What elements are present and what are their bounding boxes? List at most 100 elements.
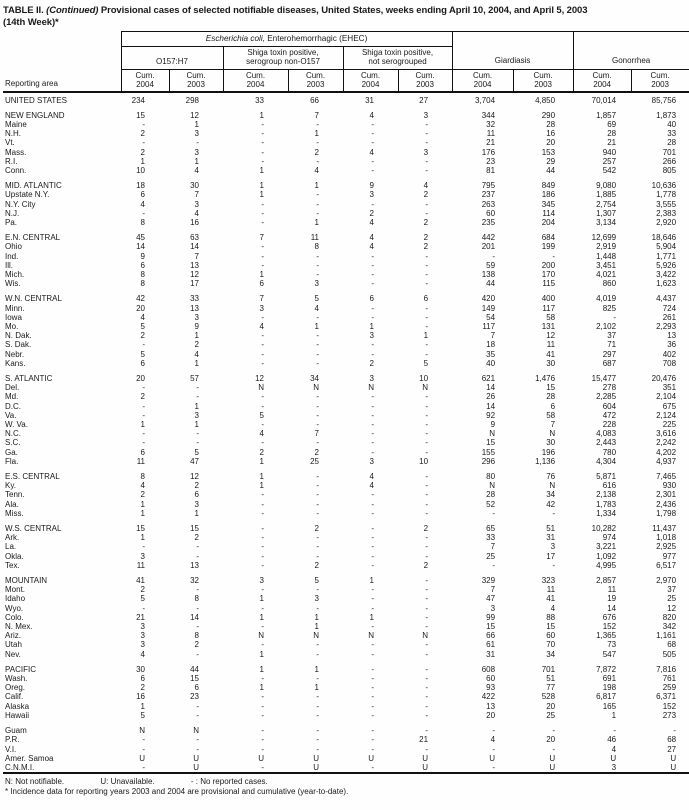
value-cell: 44 [190, 664, 199, 674]
value-cell: 4,850 [535, 95, 556, 105]
value-cell: 131 [541, 321, 556, 331]
value-cell: - [316, 508, 319, 518]
value-cell: 58 [546, 312, 556, 322]
value-cell: - [261, 129, 264, 139]
value-cell: - [196, 542, 199, 552]
value-cell: 3,704 [475, 95, 496, 105]
value-cell: - [425, 138, 429, 148]
value-cell: 70,014 [591, 95, 617, 105]
value-cell: 15 [486, 438, 496, 448]
value-cell: - [316, 312, 319, 322]
value-cell: - [371, 508, 374, 518]
value-cell: 3 [423, 147, 429, 157]
value-cell: 3 [314, 594, 319, 604]
incidence-footnote: * Incidence data for reporting years 200… [5, 787, 349, 797]
region-row: E.S. CENTRAL 8 12 1 - 4 - 80 76 5,871 7,465 [3, 466, 689, 481]
value-cell: - [142, 383, 145, 393]
value-cell: 4 [140, 481, 145, 491]
value-cell: 228 [602, 420, 617, 429]
state-row: Mass. 2 3 - 2 4 3 176 153 940 701 [3, 148, 689, 157]
reporting-area-cell: N.J. [5, 208, 20, 218]
value-cell: 152 [662, 701, 677, 711]
state-row: N. Mex. 3 - - 1 - - 15 15 152 342 [3, 622, 689, 631]
cum-2003-o157-header: Cum. 2003 [168, 69, 224, 93]
reporting-area-cell: P.R. [5, 735, 20, 745]
value-cell: 199 [541, 242, 556, 252]
value-cell: - [371, 429, 374, 439]
value-cell: 2,104 [656, 392, 677, 402]
value-cell: 28 [607, 129, 617, 139]
value-cell: 25 [667, 594, 677, 604]
value-cell: U [549, 753, 556, 763]
value-cell: 4 [423, 181, 429, 191]
value-cell: 2 [423, 560, 429, 570]
state-row: Ark. 1 2 - - - - 33 31 974 1,018 [3, 533, 689, 542]
reporting-area-cell: Hawaii [5, 710, 30, 720]
value-cell: - [371, 533, 374, 543]
value-cell: 31 [486, 649, 496, 659]
value-cell: 2,124 [656, 410, 677, 420]
region-row: NEW ENGLAND 15 12 1 7 4 3 344 290 1,857 1,873 [3, 105, 689, 120]
reporting-area-cell: MOUNTAIN [5, 576, 48, 586]
reporting-area-cell: Mich. [5, 269, 25, 279]
value-cell: - [371, 542, 374, 552]
value-cell: - [552, 726, 556, 736]
value-cell: - [316, 692, 319, 702]
state-row: Va. - 3 5 - - - 92 58 472 2,124 [3, 411, 689, 420]
value-cell: - [316, 410, 319, 420]
value-cell: 261 [662, 312, 677, 322]
value-cell: - [425, 649, 429, 659]
value-cell: 3 [140, 551, 145, 561]
value-cell: 5 [423, 358, 429, 368]
reporting-area-cell: Conn. [5, 165, 27, 175]
value-cell: 5 [194, 447, 199, 457]
value-cell: 3 [423, 110, 429, 120]
state-row: Idaho 5 8 1 3 - - 47 41 19 25 [3, 594, 689, 603]
value-cell: - [425, 594, 429, 604]
value-cell: - [371, 551, 374, 561]
state-row: S. Dak. - 2 - - - - 18 11 71 36 [3, 340, 689, 349]
reporting-area-cell: Amer. Samoa [5, 753, 54, 763]
value-cell: 6,517 [656, 560, 677, 570]
value-cell: - [425, 726, 429, 736]
value-cell: 1,873 [656, 110, 677, 120]
value-cell: 13 [190, 303, 199, 313]
value-cell: 701 [541, 664, 556, 674]
value-cell: - [261, 674, 264, 684]
value-cell: 4 [140, 199, 145, 209]
value-cell: 820 [662, 612, 677, 622]
cum-2003-giardiasis-header: Cum. 2003 [512, 69, 574, 93]
state-row: Iowa 4 3 - - - - 54 58 - 261 [3, 313, 689, 322]
value-cell: - [261, 603, 264, 613]
value-cell: 4 [369, 217, 374, 227]
state-row: Ind. 9 7 - - - - - - 1,448 1,771 [3, 252, 689, 261]
gonorrhea-header: Gonorrhea [572, 31, 689, 70]
value-cell: 2,138 [596, 490, 617, 500]
territory-row: Guam N N - - - - - - - - [3, 720, 689, 735]
value-cell: 186 [541, 190, 556, 200]
value-cell: 37 [667, 585, 677, 595]
value-cell: 88 [546, 612, 556, 622]
region-row: UNITED STATES 234 298 33 66 31 27 3,704 4,850 70,… [3, 92, 689, 105]
value-cell: - [316, 726, 319, 736]
territory-row: P.R. - - - - - 21 4 20 46 68 [3, 735, 689, 744]
value-cell: 7 [314, 110, 319, 120]
value-cell: 32 [190, 576, 199, 586]
value-cell: 30 [546, 358, 556, 368]
value-cell: 1 [194, 358, 199, 368]
value-cell: - [371, 340, 374, 350]
value-cell: 351 [662, 383, 677, 393]
reporting-area-cell: W.N. CENTRAL [5, 294, 62, 304]
value-cell: - [196, 551, 199, 561]
value-cell: - [371, 664, 374, 674]
value-cell: - [316, 208, 319, 218]
value-cell: 68 [667, 640, 677, 650]
value-cell: - [316, 340, 319, 350]
value-cell: 1 [140, 499, 145, 509]
value-cell: 442 [481, 233, 496, 243]
value-cell: - [261, 710, 264, 720]
value-cell: - [261, 508, 264, 518]
value-cell: 4 [194, 165, 199, 175]
value-cell: 41 [136, 576, 145, 586]
value-cell: 3 [490, 603, 496, 613]
